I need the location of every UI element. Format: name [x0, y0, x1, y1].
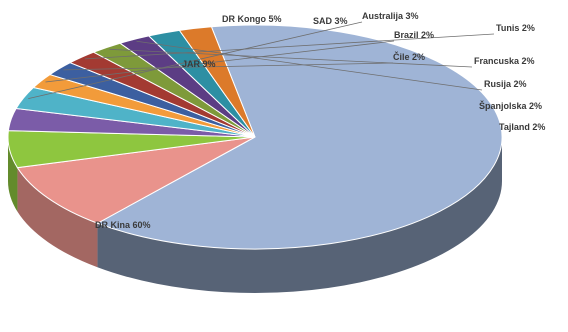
slice-label-tajland: Tajland 2%	[499, 122, 545, 132]
slice-label-dr-kina: DR Kina 60%	[95, 220, 151, 230]
leader-cile-2	[63, 62, 394, 71]
slice-label-rusija: Rusija 2%	[484, 79, 527, 89]
pie-slices	[7, 24, 503, 250]
leader-tunis-2	[84, 33, 495, 60]
slice-label-australija: Australija 3%	[362, 11, 419, 21]
leader-australija-3	[28, 21, 363, 99]
slice-label-tunis: Tunis 2%	[496, 23, 535, 33]
pie-sides	[8, 137, 503, 293]
slice-jar-9	[16, 136, 256, 224]
slice-label-sad: SAD 3%	[313, 16, 348, 26]
side-dr-kina-60	[97, 137, 503, 293]
slice-label-cile: Čile 2%	[393, 51, 425, 62]
leader-rusija-2	[136, 40, 483, 91]
leader-francuska-2	[109, 48, 473, 68]
slice-label-brazil: Brazil 2%	[394, 30, 434, 40]
slice-label-dr-kongo: DR Kongo 5%	[222, 14, 282, 24]
side-dr-kongo-5	[8, 137, 18, 212]
side-jar-9	[17, 167, 98, 268]
slice-label-francuska: Francuska 2%	[474, 56, 535, 66]
slice-tajland-2	[178, 26, 256, 138]
slice-label-spanjolska: Španjolska 2%	[479, 100, 542, 111]
slice-dr-kina-60	[96, 24, 503, 250]
slice-label-jar: JAR 9%	[182, 59, 216, 69]
label-leader-lines	[28, 21, 495, 99]
leader-brazil-2	[45, 40, 395, 83]
